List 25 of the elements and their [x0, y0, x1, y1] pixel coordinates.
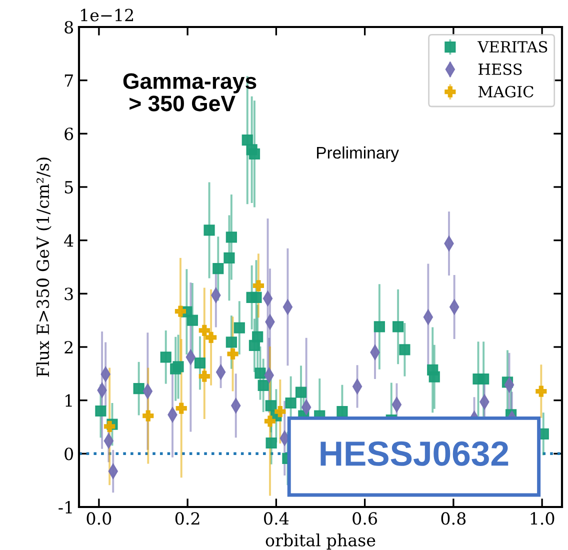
legend-label: VERITAS [478, 41, 548, 53]
y-tick-label: 1 [66, 394, 72, 407]
text: 1e−12 [81, 8, 134, 22]
y-tick-label: 8 [64, 20, 74, 34]
x-tick-label: 0.6 [352, 512, 378, 525]
x-tick-label: 0.2 [175, 512, 200, 525]
y-tick-label: 0 [64, 448, 74, 460]
annotation: Preliminary [317, 146, 399, 162]
annotation: HESSJ0632 [320, 441, 508, 466]
y-tick-label: 4 [64, 234, 74, 247]
x-tick-label: 0.0 [86, 512, 112, 525]
y-tick-label: 6 [64, 128, 74, 140]
y-tick-label: -1 [58, 500, 72, 514]
legend-label: HESS [478, 63, 522, 75]
y-tick-label: 2 [64, 340, 73, 354]
y-tick-label: 5 [64, 181, 73, 194]
annotation: Gamma-rays > 350 GeV [123, 73, 256, 112]
y-tick-label: 7 [64, 74, 73, 87]
x-tick-label: 0.8 [441, 512, 466, 525]
y-axis-title: Flux E>350 GeV (1/cm²/s) [36, 158, 52, 377]
y-tick-label: 3 [64, 288, 73, 300]
x-tick-label: 0.4 [264, 512, 289, 525]
x-axis-title: orbital phase [266, 534, 376, 550]
legend-label: MAGIC [478, 86, 534, 98]
x-tick-label: 1.0 [530, 512, 554, 525]
